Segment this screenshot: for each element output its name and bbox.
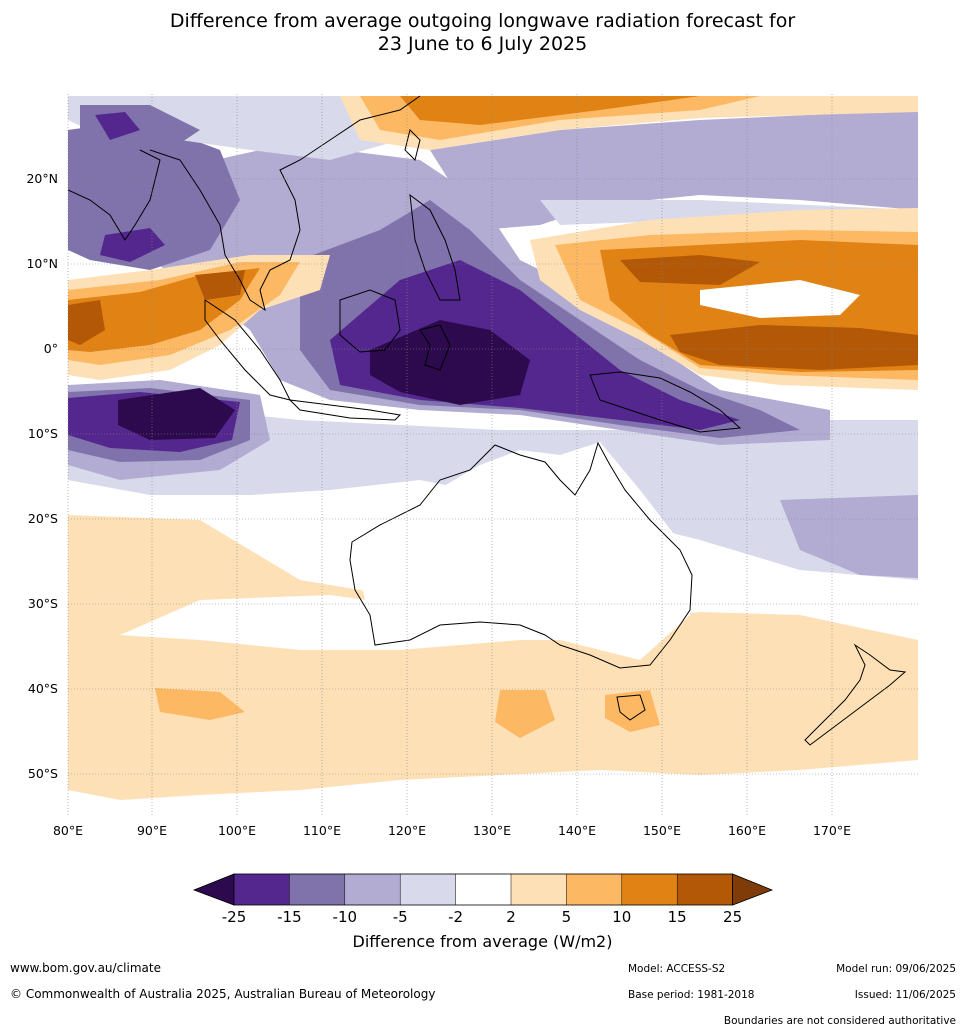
lon-label-150: 150°E xyxy=(643,823,681,838)
arabian-sea-core-2 xyxy=(195,270,245,300)
sumatra-coast xyxy=(204,299,291,401)
lon-label-170: 170°E xyxy=(813,823,851,838)
colorbar-swatch-4 xyxy=(400,874,456,905)
colorbar-swatch-7 xyxy=(566,874,622,905)
south-positive-band xyxy=(68,515,918,800)
model-text: Model: ACCESS-S2 xyxy=(628,963,726,975)
north-pacific-core xyxy=(670,325,918,370)
colorbar-tick: 25 xyxy=(723,908,742,926)
model-run-text: Model run: 09/06/2025 xyxy=(836,963,956,975)
lon-label-110: 110°E xyxy=(303,823,341,838)
south-mid-white xyxy=(120,595,620,650)
lon-label-100: 100°E xyxy=(218,823,256,838)
colorbar-swatch-9 xyxy=(677,874,733,905)
maritime-negative-core xyxy=(370,320,530,405)
colorbar-tick: -10 xyxy=(333,908,358,926)
title-line-1: Difference from average outgoing longwav… xyxy=(169,10,796,32)
colorbar-extend-high xyxy=(732,873,774,906)
colorbar-ticks: -25 -15 -10 -5 -2 2 5 10 15 25 xyxy=(222,908,742,926)
title-line-2: 23 June to 6 July 2025 xyxy=(377,33,588,55)
lat-label-30s: 30°S xyxy=(28,596,58,611)
colorbar-tick: 10 xyxy=(612,908,631,926)
base-period-text: Base period: 1981-2018 xyxy=(628,989,755,1001)
lat-label-10n: 10°N xyxy=(26,256,58,271)
java-coast xyxy=(288,399,402,421)
coastlines xyxy=(68,95,907,746)
colorbar-swatch-1 xyxy=(234,874,290,905)
taiwan-coast xyxy=(404,129,421,161)
chart-title: Difference from average outgoing longwav… xyxy=(0,10,965,56)
australia-white xyxy=(350,442,690,660)
lon-label-80: 80°E xyxy=(53,823,83,838)
india-coast xyxy=(68,149,161,241)
tasmania-coast xyxy=(616,694,646,721)
south-orange-patch-1 xyxy=(155,688,245,720)
colorbar-swatch-3 xyxy=(344,874,401,905)
colorbar-frame xyxy=(233,873,734,906)
lon-label-120: 120°E xyxy=(388,823,426,838)
new-zealand-coast xyxy=(804,643,907,746)
south-pacific-purple xyxy=(780,495,918,578)
bay-of-bengal-negative xyxy=(68,120,240,270)
colorbar-title: Difference from average (W/m2) xyxy=(352,932,613,951)
borneo-coast xyxy=(339,289,401,353)
bay-of-bengal-core xyxy=(100,228,165,262)
lat-label-50s: 50°S xyxy=(28,766,58,781)
axis-labels: 80°E 90°E 100°E 110°E 120°E 130°E 140°E … xyxy=(26,171,851,838)
north-upper-purple-core xyxy=(95,112,140,140)
copyright-text: © Commonwealth of Australia 2025, Austra… xyxy=(10,987,436,1001)
lon-label-130: 130°E xyxy=(473,823,511,838)
colorbar-tick: -5 xyxy=(393,908,408,926)
colorbar-tick: -25 xyxy=(222,908,247,926)
issued-text: Issued: 11/06/2025 xyxy=(854,989,956,1001)
colorbar-tick: 5 xyxy=(562,908,572,926)
philippines-coast xyxy=(409,193,461,301)
lat-label-0: 0° xyxy=(44,341,58,356)
disclaimer-text: Boundaries are not considered authoritat… xyxy=(723,1015,956,1027)
website-link[interactable]: www.bom.gov.au/climate xyxy=(10,961,161,975)
se-asia-coast xyxy=(149,95,421,312)
colorbar-tick: -2 xyxy=(448,908,463,926)
lat-label-40s: 40°S xyxy=(28,681,58,696)
east-china-sea-positive-strong xyxy=(400,96,700,125)
lon-label-160: 160°E xyxy=(728,823,766,838)
gridlines xyxy=(67,94,918,816)
south-orange-patch-2 xyxy=(495,690,555,738)
colorbar-tick: 2 xyxy=(506,908,516,926)
new-guinea-coast xyxy=(589,371,742,433)
colorbar-extend-low xyxy=(192,873,235,906)
lat-label-20s: 20°S xyxy=(28,511,58,526)
indian-ocean-negative-core xyxy=(118,388,235,440)
lat-label-10s: 10°S xyxy=(28,426,58,441)
north-pacific-core-2 xyxy=(620,255,760,285)
australia-coast xyxy=(349,441,693,669)
south-orange-patch-3 xyxy=(605,690,660,732)
lon-label-140: 140°E xyxy=(558,823,596,838)
arabian-sea-core xyxy=(68,300,105,345)
colorbar-swatch-8 xyxy=(621,874,678,905)
lat-label-20n: 20°N xyxy=(26,171,58,186)
colorbar-swatch-2 xyxy=(289,874,345,905)
colorbar-swatch-6 xyxy=(511,874,567,905)
sulawesi-coast xyxy=(419,324,451,371)
colorbar: -25 -15 -10 -5 -2 2 5 10 15 25 xyxy=(192,873,774,926)
colorbar-swatch-5 xyxy=(455,874,511,905)
colorbar-tick: 15 xyxy=(668,908,687,926)
colorbar-tick: -15 xyxy=(277,908,302,926)
map-area xyxy=(67,94,918,816)
colorbar-dividers xyxy=(289,874,678,905)
north-pacific-white-gap xyxy=(700,280,860,318)
lon-label-90: 90°E xyxy=(137,823,167,838)
